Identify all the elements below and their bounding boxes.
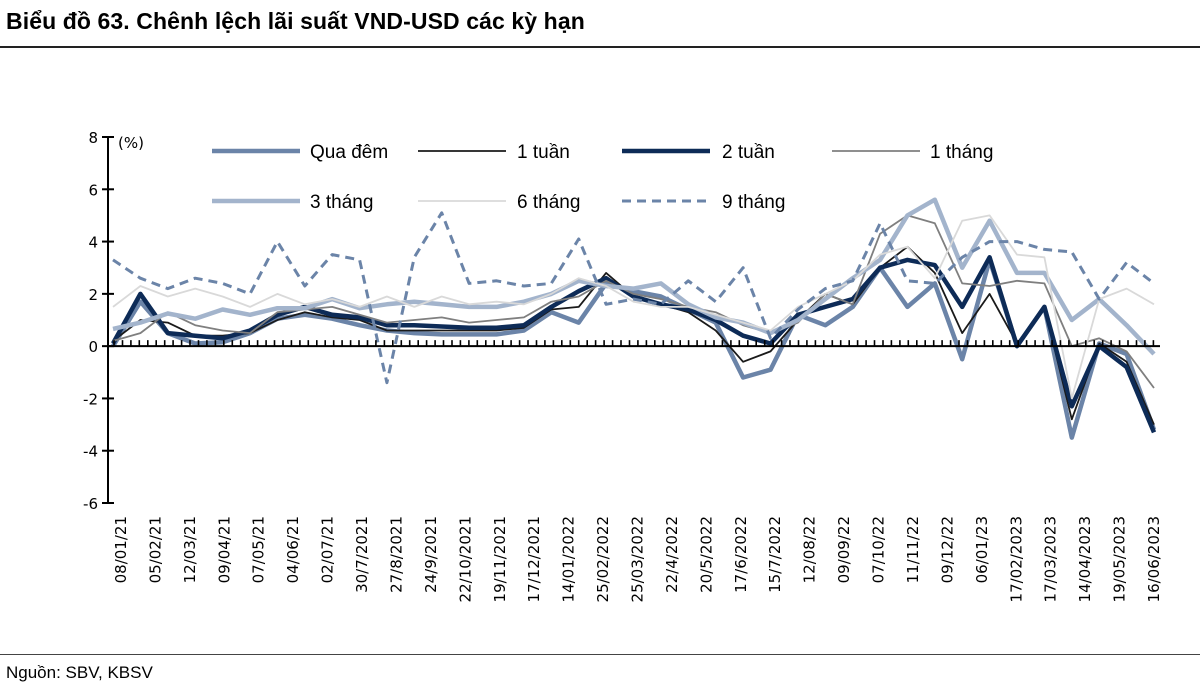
y-tick-label: 2 (88, 286, 98, 304)
legend-label: 9 tháng (722, 192, 785, 213)
legend-item: 9 tháng (622, 192, 785, 213)
x-tick-label: 30/7/2021 (353, 516, 371, 593)
series-layer (111, 197, 1157, 440)
legend-item: 3 tháng (212, 192, 373, 213)
legend-label: 3 tháng (310, 192, 373, 213)
x-tick-label: 17/12/2021 (525, 516, 543, 602)
series-line-3 (112, 214, 1155, 389)
x-tick-label: 17/6/2022 (732, 516, 750, 593)
y-tick-label: 8 (88, 129, 98, 147)
series-line-4 (112, 197, 1156, 356)
y-tick-label: 0 (88, 338, 98, 356)
x-tick-label: 15/7/2022 (766, 516, 784, 593)
x-tick-label: 22/10/2021 (456, 516, 474, 602)
y-tick-label: -6 (83, 495, 98, 513)
y-tick-label: 6 (88, 181, 98, 199)
x-tick-label: 08/01/21 (112, 516, 130, 583)
axes-layer: -6 -4 -2 0 2 4 6 8 (%) 08/01/21 05/02/21 12/03/21 09… (83, 129, 1163, 602)
x-tick-label: 17/03/2023 (1042, 516, 1060, 602)
legend-item: 6 tháng (418, 192, 580, 213)
chart-title: Biểu đồ 63. Chênh lệch lãi suất VND-USD … (6, 8, 585, 34)
legend-item: 2 tuần (622, 142, 775, 163)
legend-label: Qua đêm (310, 142, 388, 163)
x-tick-label: 07/05/21 (250, 516, 268, 583)
y-axis-label: (%) (118, 134, 144, 152)
legend: Qua đêm 1 tuần 2 tuần 1 tháng 3 tháng 6 tháng… (212, 142, 993, 213)
x-tick-label: 02/07/21 (319, 516, 337, 583)
y-tick-label: 4 (88, 234, 98, 252)
x-tick-label: 20/5/2022 (697, 516, 715, 593)
x-tick-label: 05/02/21 (146, 516, 164, 583)
x-tick-label: 14/04/2023 (1076, 516, 1094, 602)
x-tick-label: 09/12/22 (938, 516, 956, 583)
legend-label: 6 tháng (517, 192, 580, 213)
series-line-1 (112, 245, 1155, 425)
x-tick-label: 12/08/22 (801, 516, 819, 583)
series-line-6 (112, 211, 1155, 385)
x-tick-label: 04/06/21 (284, 516, 302, 583)
x-tick-label: 11/11/22 (904, 516, 922, 583)
legend-item: 1 tuần (418, 142, 570, 163)
footer-divider (0, 654, 1200, 655)
x-tick-label: 17/02/2023 (1007, 516, 1025, 602)
y-tick-label: -2 (83, 390, 98, 408)
title-divider (0, 46, 1200, 48)
x-tick-label: 16/06/2023 (1145, 516, 1163, 602)
x-tick-label: 27/8/2021 (388, 516, 406, 593)
y-tick-label: -4 (83, 443, 98, 461)
legend-label: 2 tuần (722, 142, 775, 163)
x-tick-label: 25/02/2022 (594, 516, 612, 602)
legend-label: 1 tháng (930, 142, 993, 163)
x-tick-label: 19/11/2021 (491, 516, 509, 602)
legend-item: Qua đêm (212, 142, 388, 163)
x-tick-label: 09/09/22 (835, 516, 853, 583)
x-tick-label: 25/03/2022 (629, 516, 647, 602)
x-tick-label: 19/05/2023 (1111, 516, 1129, 602)
series-line-5 (112, 214, 1155, 400)
x-tick-label: 07/10/22 (870, 516, 888, 583)
x-tick-label: 12/03/21 (181, 516, 199, 583)
legend-label: 1 tuần (517, 142, 570, 163)
source-note: Nguồn: SBV, KBSV (6, 663, 153, 682)
x-tick-label: 24/9/2021 (422, 516, 440, 593)
x-tick-label: 22/4/2022 (663, 516, 681, 593)
x-tick-label: 14/01/2022 (560, 516, 578, 602)
x-tick-label: 06/01/23 (973, 516, 991, 583)
x-tick-label: 09/04/21 (215, 516, 233, 583)
legend-item: 1 tháng (832, 142, 993, 163)
